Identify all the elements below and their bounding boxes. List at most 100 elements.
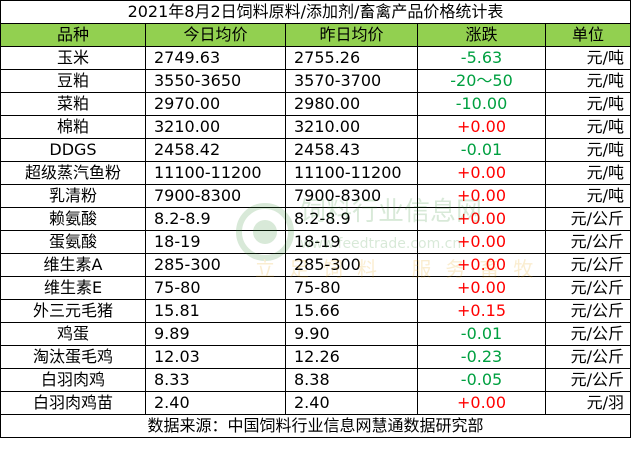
price-table: 2021年8月2日饲料原料/添加剂/畜禽产品价格统计表 品种 今日均价 昨日均价… <box>0 0 631 438</box>
cell-change: -0.01 <box>417 322 546 346</box>
header-unit: 单位 <box>545 23 631 47</box>
table-row: 鸡蛋 9.89 9.90 -0.01 元/公斤 <box>0 322 631 346</box>
cell-today-price: 12.03 <box>145 345 286 369</box>
table-row: 棉粕 3210.00 3210.00 +0.00 元/吨 <box>0 115 631 139</box>
cell-today-price: 8.33 <box>145 368 286 392</box>
cell-today-price: 8.2-8.9 <box>145 207 286 231</box>
data-source-note: 数据来源：中国饲料行业信息网慧通数据研究部 <box>0 414 631 438</box>
cell-yesterday-price: 9.90 <box>285 322 418 346</box>
header-yesterday: 昨日均价 <box>285 23 418 47</box>
cell-unit: 元/公斤 <box>545 230 631 254</box>
cell-name: 淘汰蛋毛鸡 <box>0 345 146 369</box>
cell-today-price: 75-80 <box>145 276 286 300</box>
cell-change: -0.23 <box>417 345 546 369</box>
cell-name: 维生素A <box>0 253 146 277</box>
table-row: 维生素E 75-80 75-80 +0.00 元/公斤 <box>0 276 631 300</box>
table-row: 超级蒸汽鱼粉 11100-11200 11100-11200 +0.00 元/吨 <box>0 161 631 185</box>
cell-name: 棉粕 <box>0 115 146 139</box>
cell-unit: 元/公斤 <box>545 207 631 231</box>
cell-today-price: 2458.42 <box>145 138 286 162</box>
cell-change: -5.63 <box>417 46 546 70</box>
cell-change: -20～50 <box>417 69 546 93</box>
cell-name: 超级蒸汽鱼粉 <box>0 161 146 185</box>
cell-yesterday-price: 75-80 <box>285 276 418 300</box>
cell-yesterday-price: 11100-11200 <box>285 161 418 185</box>
cell-name: 白羽肉鸡 <box>0 368 146 392</box>
table-body: 玉米 2749.63 2755.26 -5.63 元/吨 豆粕 3550-3650 3570-… <box>0 46 631 415</box>
cell-change: +0.00 <box>417 115 546 139</box>
cell-change: +0.00 <box>417 230 546 254</box>
cell-yesterday-price: 8.2-8.9 <box>285 207 418 231</box>
cell-change: +0.00 <box>417 391 546 415</box>
table-row: 淘汰蛋毛鸡 12.03 12.26 -0.23 元/公斤 <box>0 345 631 369</box>
cell-yesterday-price: 8.38 <box>285 368 418 392</box>
cell-unit: 元/羽 <box>545 391 631 415</box>
cell-yesterday-price: 3210.00 <box>285 115 418 139</box>
cell-unit: 元/公斤 <box>545 368 631 392</box>
cell-name: 蛋氨酸 <box>0 230 146 254</box>
cell-change: +0.00 <box>417 161 546 185</box>
cell-today-price: 3210.00 <box>145 115 286 139</box>
table-row: 乳清粉 7900-8300 7900-8300 +0.00 元/吨 <box>0 184 631 208</box>
cell-unit: 元/公斤 <box>545 299 631 323</box>
cell-yesterday-price: 2980.00 <box>285 92 418 116</box>
cell-name: 玉米 <box>0 46 146 70</box>
cell-change: +0.00 <box>417 253 546 277</box>
cell-unit: 元/吨 <box>545 46 631 70</box>
cell-name: 乳清粉 <box>0 184 146 208</box>
cell-yesterday-price: 3570-3700 <box>285 69 418 93</box>
cell-name: 赖氨酸 <box>0 207 146 231</box>
cell-name: 鸡蛋 <box>0 322 146 346</box>
cell-yesterday-price: 18-19 <box>285 230 418 254</box>
cell-today-price: 2749.63 <box>145 46 286 70</box>
table-row: 豆粕 3550-3650 3570-3700 -20～50 元/吨 <box>0 69 631 93</box>
cell-today-price: 3550-3650 <box>145 69 286 93</box>
cell-today-price: 11100-11200 <box>145 161 286 185</box>
cell-yesterday-price: 2.40 <box>285 391 418 415</box>
table-row: 蛋氨酸 18-19 18-19 +0.00 元/公斤 <box>0 230 631 254</box>
cell-today-price: 2970.00 <box>145 92 286 116</box>
cell-yesterday-price: 285-300 <box>285 253 418 277</box>
cell-change: -10.00 <box>417 92 546 116</box>
table-row: 白羽肉鸡苗 2.40 2.40 +0.00 元/羽 <box>0 391 631 415</box>
cell-today-price: 285-300 <box>145 253 286 277</box>
cell-yesterday-price: 15.66 <box>285 299 418 323</box>
cell-unit: 元/吨 <box>545 138 631 162</box>
table-row: 白羽肉鸡 8.33 8.38 -0.05 元/公斤 <box>0 368 631 392</box>
cell-unit: 元/吨 <box>545 161 631 185</box>
cell-name: 豆粕 <box>0 69 146 93</box>
table-row: 外三元毛猪 15.81 15.66 +0.15 元/公斤 <box>0 299 631 323</box>
cell-unit: 元/公斤 <box>545 276 631 300</box>
header-change: 涨跌 <box>417 23 546 47</box>
table-title: 2021年8月2日饲料原料/添加剂/畜禽产品价格统计表 <box>0 0 631 24</box>
cell-change: +0.00 <box>417 184 546 208</box>
cell-change: +0.15 <box>417 299 546 323</box>
table-row: 菜粕 2970.00 2980.00 -10.00 元/吨 <box>0 92 631 116</box>
table-row: 维生素A 285-300 285-300 +0.00 元/公斤 <box>0 253 631 277</box>
cell-unit: 元/吨 <box>545 184 631 208</box>
cell-name: DDGS <box>0 138 146 162</box>
cell-yesterday-price: 7900-8300 <box>285 184 418 208</box>
header-row: 品种 今日均价 昨日均价 涨跌 单位 <box>0 23 631 47</box>
header-today: 今日均价 <box>145 23 286 47</box>
cell-yesterday-price: 12.26 <box>285 345 418 369</box>
cell-unit: 元/公斤 <box>545 322 631 346</box>
table-row: 玉米 2749.63 2755.26 -5.63 元/吨 <box>0 46 631 70</box>
cell-today-price: 18-19 <box>145 230 286 254</box>
cell-today-price: 15.81 <box>145 299 286 323</box>
cell-yesterday-price: 2755.26 <box>285 46 418 70</box>
cell-unit: 元/公斤 <box>545 345 631 369</box>
cell-today-price: 9.89 <box>145 322 286 346</box>
cell-today-price: 2.40 <box>145 391 286 415</box>
header-name: 品种 <box>0 23 146 47</box>
cell-name: 白羽肉鸡苗 <box>0 391 146 415</box>
cell-unit: 元/公斤 <box>545 253 631 277</box>
cell-yesterday-price: 2458.43 <box>285 138 418 162</box>
cell-today-price: 7900-8300 <box>145 184 286 208</box>
cell-unit: 元/吨 <box>545 115 631 139</box>
cell-change: -0.05 <box>417 368 546 392</box>
table-row: DDGS 2458.42 2458.43 -0.01 元/吨 <box>0 138 631 162</box>
cell-name: 菜粕 <box>0 92 146 116</box>
cell-unit: 元/吨 <box>545 92 631 116</box>
cell-change: +0.00 <box>417 276 546 300</box>
